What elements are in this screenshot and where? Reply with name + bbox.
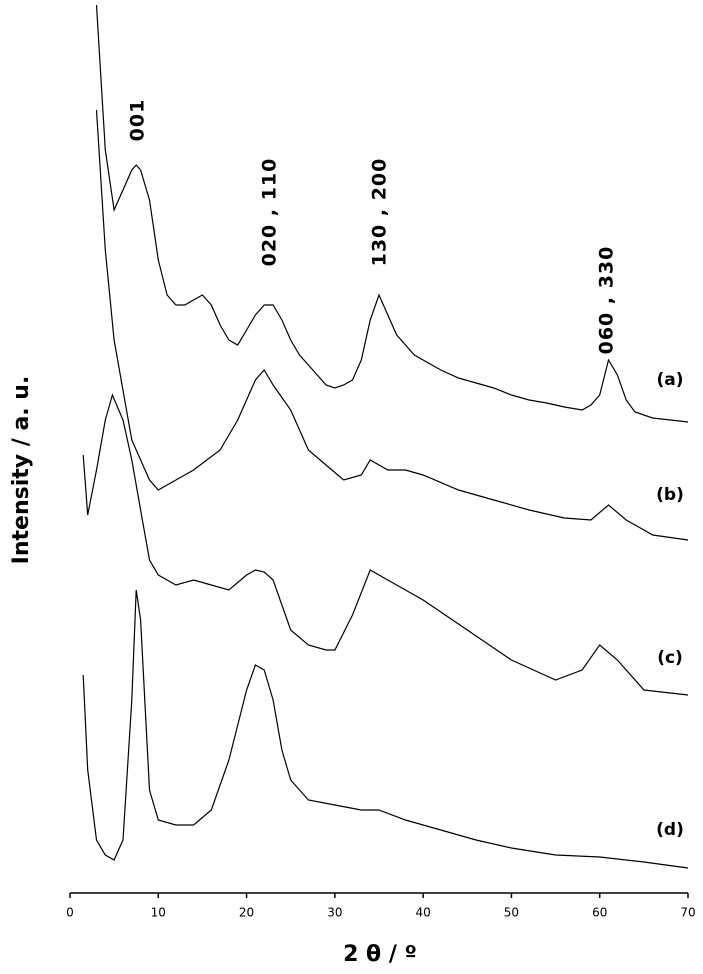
series-line: [95, 109, 689, 541]
series-label: (c): [657, 648, 683, 668]
x-tick-label: 70: [680, 906, 695, 920]
x-tick-label: 40: [416, 906, 431, 920]
peak-annotation: 001: [127, 99, 149, 142]
series-line: [95, 4, 689, 423]
series-line: [82, 393, 689, 696]
peak-annotation: 130 , 200: [369, 158, 391, 267]
x-tick-label: 50: [504, 906, 519, 920]
x-tick-label: 60: [592, 906, 607, 920]
peak-annotation: 020 , 110: [259, 158, 281, 267]
series-line: [82, 589, 689, 869]
y-axis-title: Intensity / a. u.: [9, 376, 34, 565]
x-axis-title: 2 θ / º: [343, 942, 417, 967]
series-label: (a): [656, 370, 683, 390]
peak-annotation: 060 , 330: [596, 246, 618, 355]
series-label: (d): [656, 820, 684, 840]
x-tick-label: 0: [66, 906, 74, 920]
series-label: (b): [656, 485, 684, 505]
x-tick-label: 30: [327, 906, 342, 920]
x-tick-label: 10: [151, 906, 166, 920]
x-tick-label: 20: [239, 906, 254, 920]
